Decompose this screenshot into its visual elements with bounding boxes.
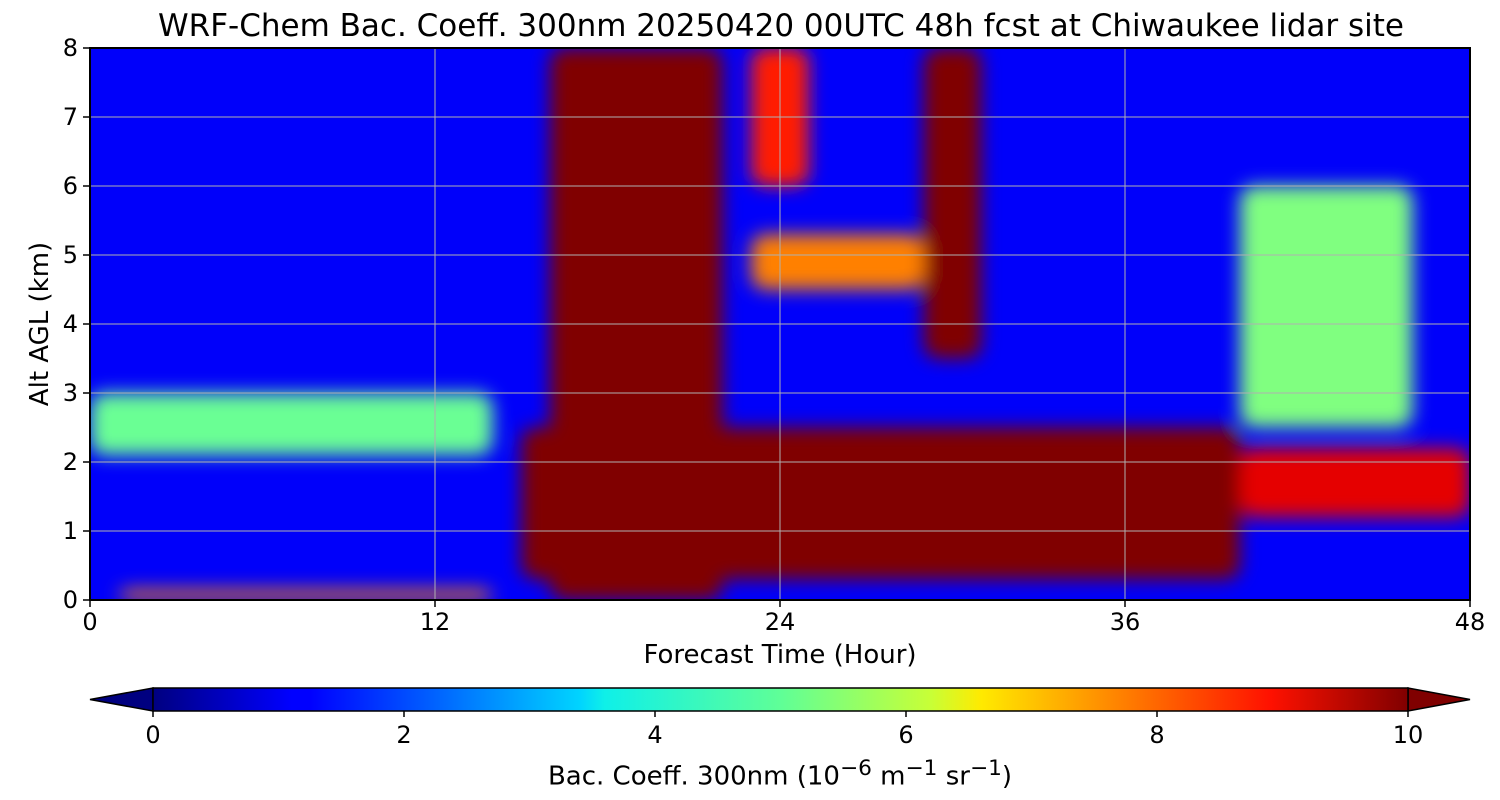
field-region-3: [521, 427, 1240, 580]
y-tick-label: 3: [63, 379, 78, 407]
y-tick-label: 2: [63, 448, 78, 476]
field-region-7: [1240, 448, 1470, 518]
y-tick-label: 8: [63, 34, 78, 62]
y-tick-label: 1: [63, 517, 78, 545]
colorbar-label: Bac. Coeff. 300nm (10−6 m−1 sr−1): [547, 756, 1013, 792]
field-region-8: [1240, 186, 1413, 428]
colorbar-tick-label: 8: [1149, 721, 1164, 749]
y-tick-label: 7: [63, 103, 78, 131]
field-region-0: [90, 393, 493, 456]
x-tick-label: 24: [765, 608, 796, 636]
colorbar-tick-label: 6: [898, 721, 913, 749]
x-tick-label: 36: [1110, 608, 1141, 636]
x-axis-label: Forecast Time (Hour): [643, 640, 917, 670]
field-region-1: [118, 589, 493, 600]
x-tick-label: 12: [420, 608, 451, 636]
colorbar-under-arrow: [89, 687, 154, 712]
field-region-6: [751, 234, 924, 290]
y-tick-label: 0: [63, 586, 78, 614]
colorbar-over-arrow: [1407, 687, 1471, 712]
chart-title: WRF-Chem Bac. Coeff. 300nm 20250420 00UT…: [158, 8, 1404, 44]
colorbar: [152, 687, 1409, 712]
colorbar-tick-label: 10: [1393, 721, 1424, 749]
y-axis-label: Alt AGL (km): [25, 241, 55, 407]
x-tick-label: 48: [1455, 608, 1486, 636]
colorbar-tick-label: 0: [145, 721, 160, 749]
colorbar-tick-label: 2: [396, 721, 411, 749]
x-tick-label: 0: [82, 608, 97, 636]
y-tick-label: 6: [63, 172, 78, 200]
field-region-5: [923, 48, 982, 359]
y-tick-label: 5: [63, 241, 78, 269]
colorbar-tick-label: 4: [647, 721, 662, 749]
y-tick-label: 4: [63, 310, 78, 338]
